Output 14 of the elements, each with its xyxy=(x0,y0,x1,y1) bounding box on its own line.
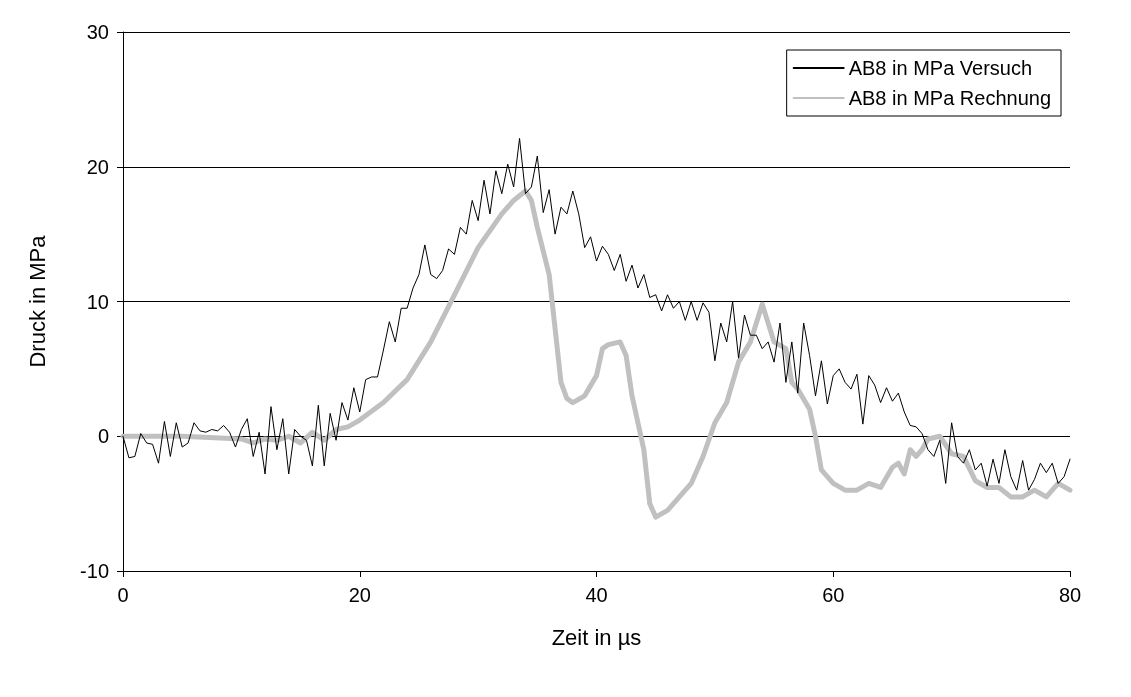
x-tick-label: 0 xyxy=(117,584,129,606)
x-axis-title: Zeit in µs xyxy=(551,624,642,650)
y-tick-label: 30 xyxy=(86,21,109,43)
legend-label: AB8 in MPa Rechnung xyxy=(848,87,1051,109)
y-tick-label: 10 xyxy=(86,290,109,313)
legend-label: AB8 in MPa Versuch xyxy=(848,57,1033,79)
y-axis-title: Druck in MPa xyxy=(24,234,50,368)
x-tick-label: 20 xyxy=(348,584,371,606)
y-tick-label: 0 xyxy=(97,425,109,448)
x-tick-label: 80 xyxy=(1058,584,1082,606)
y-tick-label: 20 xyxy=(86,155,109,178)
x-tick-label: 60 xyxy=(822,584,845,606)
x-tick-label: 40 xyxy=(585,584,608,606)
y-tick-label: -10 xyxy=(80,560,109,582)
